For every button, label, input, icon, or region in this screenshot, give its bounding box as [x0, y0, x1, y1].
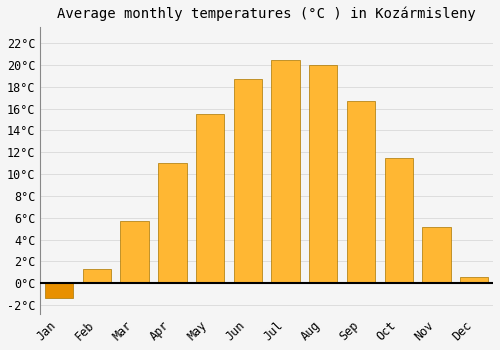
Bar: [196, 114, 224, 283]
Bar: [120, 221, 149, 283]
Title: Average monthly temperatures (°C ) in Kozármisleny: Average monthly temperatures (°C ) in Ko…: [58, 7, 476, 21]
Bar: [158, 163, 186, 283]
Bar: [309, 65, 338, 283]
Bar: [234, 79, 262, 283]
Bar: [83, 269, 111, 283]
Bar: [347, 101, 375, 283]
Bar: [45, 283, 74, 298]
Bar: [384, 158, 413, 283]
Bar: [422, 226, 450, 283]
Bar: [272, 60, 299, 283]
Bar: [460, 277, 488, 283]
